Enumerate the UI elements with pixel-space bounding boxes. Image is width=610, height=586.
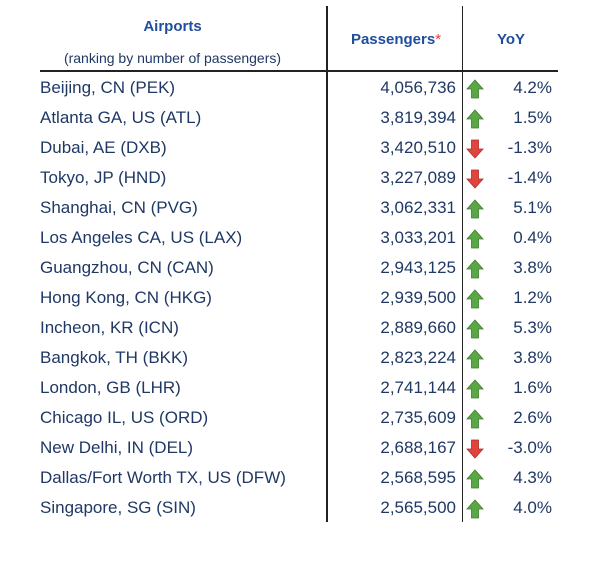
table-row: Shanghai, CN (PVG) 3,062,331 5.1%	[0, 193, 610, 223]
airport-name: Guangzhou, CN (CAN)	[40, 258, 214, 277]
airport-name: Singapore, SG (SIN)	[40, 498, 196, 517]
table-row: Incheon, KR (ICN) 2,889,660 5.3%	[0, 313, 610, 343]
arrow-up-icon	[466, 409, 484, 429]
passenger-count: 2,568,595	[380, 468, 456, 487]
passenger-count: 2,741,144	[380, 378, 456, 397]
passengers-header: Passengers*	[330, 31, 462, 48]
table-row: Tokyo, JP (HND) 3,227,089 -1.4%	[0, 163, 610, 193]
table-row: Dallas/Fort Worth TX, US (DFW) 2,568,595 4…	[0, 463, 610, 493]
arrow-down-icon	[466, 439, 484, 459]
table-row: Guangzhou, CN (CAN) 2,943,125 3.8%	[0, 253, 610, 283]
yoy-value: 1.5%	[513, 108, 552, 127]
yoy-value: 3.8%	[513, 348, 552, 367]
yoy-value: 0.4%	[513, 228, 552, 247]
airport-name: Dallas/Fort Worth TX, US (DFW)	[40, 468, 286, 487]
arrow-up-icon	[466, 109, 484, 129]
table-row: London, GB (LHR) 2,741,144 1.6%	[0, 373, 610, 403]
yoy-value: -1.4%	[507, 168, 552, 187]
table-row: Los Angeles CA, US (LAX) 3,033,201 0.4%	[0, 223, 610, 253]
airport-name: Bangkok, TH (BKK)	[40, 348, 189, 367]
airport-name: Incheon, KR (ICN)	[40, 318, 179, 337]
passenger-count: 2,823,224	[380, 348, 456, 367]
table-row: Beijing, CN (PEK) 4,056,736 4.2%	[0, 73, 610, 103]
table-row: Chicago IL, US (ORD) 2,735,609 2.6%	[0, 403, 610, 433]
passenger-count: 3,420,510	[380, 138, 456, 157]
table-row: Dubai, AE (DXB) 3,420,510 -1.3%	[0, 133, 610, 163]
column-divider-right	[462, 6, 463, 522]
yoy-value: 4.0%	[513, 498, 552, 517]
passenger-count: 3,227,089	[380, 168, 456, 187]
arrow-up-icon	[466, 319, 484, 339]
table-row: New Delhi, IN (DEL) 2,688,167 -3.0%	[0, 433, 610, 463]
arrow-up-icon	[466, 499, 484, 519]
yoy-value: 1.6%	[513, 378, 552, 397]
airport-name: Chicago IL, US (ORD)	[40, 408, 209, 427]
yoy-value: 2.6%	[513, 408, 552, 427]
arrow-up-icon	[466, 229, 484, 249]
yoy-value: 3.8%	[513, 258, 552, 277]
table-row: Bangkok, TH (BKK) 2,823,224 3.8%	[0, 343, 610, 373]
yoy-value: 4.3%	[513, 468, 552, 487]
yoy-value: 4.2%	[513, 78, 552, 97]
column-divider-left	[326, 6, 328, 522]
arrow-up-icon	[466, 199, 484, 219]
airports-subheader: (ranking by number of passengers)	[63, 50, 282, 66]
arrow-up-icon	[466, 349, 484, 369]
passenger-count: 3,033,201	[380, 228, 456, 247]
passenger-count: 2,688,167	[380, 438, 456, 457]
arrow-down-icon	[466, 169, 484, 189]
airport-name: Hong Kong, CN (HKG)	[40, 288, 212, 307]
airport-name: Beijing, CN (PEK)	[40, 78, 176, 97]
passenger-count: 2,939,500	[380, 288, 456, 307]
airport-name: Tokyo, JP (HND)	[40, 168, 167, 187]
airport-name: Dubai, AE (DXB)	[40, 138, 167, 157]
arrow-up-icon	[466, 259, 484, 279]
airport-name: London, GB (LHR)	[40, 378, 181, 397]
yoy-value: 5.1%	[513, 198, 552, 217]
table-row: Singapore, SG (SIN) 2,565,500 4.0%	[0, 493, 610, 523]
yoy-header: YoY	[496, 31, 526, 48]
passenger-count: 3,062,331	[380, 198, 456, 217]
airports-header: Airports	[143, 18, 202, 35]
arrow-up-icon	[466, 379, 484, 399]
arrow-up-icon	[466, 469, 484, 489]
passenger-count: 4,056,736	[380, 78, 456, 97]
yoy-value: 5.3%	[513, 318, 552, 337]
yoy-value: -1.3%	[507, 138, 552, 157]
airport-name: Shanghai, CN (PVG)	[40, 198, 198, 217]
table-row: Atlanta GA, US (ATL) 3,819,394 1.5%	[0, 103, 610, 133]
arrow-up-icon	[466, 289, 484, 309]
arrow-up-icon	[466, 79, 484, 99]
airport-name: New Delhi, IN (DEL)	[40, 438, 194, 457]
passengers-asterisk: *	[435, 31, 442, 48]
passenger-count: 2,565,500	[380, 498, 456, 517]
airport-name: Atlanta GA, US (ATL)	[40, 108, 202, 127]
header-divider	[40, 70, 558, 72]
table-row: Hong Kong, CN (HKG) 2,939,500 1.2%	[0, 283, 610, 313]
yoy-value: 1.2%	[513, 288, 552, 307]
passenger-count: 2,735,609	[380, 408, 456, 427]
passenger-count: 2,943,125	[380, 258, 456, 277]
passenger-count: 2,889,660	[380, 318, 456, 337]
arrow-down-icon	[466, 139, 484, 159]
passenger-count: 3,819,394	[380, 108, 456, 127]
passengers-header-label: Passengers	[350, 31, 436, 48]
yoy-value: -3.0%	[507, 438, 552, 457]
airport-name: Los Angeles CA, US (LAX)	[40, 228, 243, 247]
